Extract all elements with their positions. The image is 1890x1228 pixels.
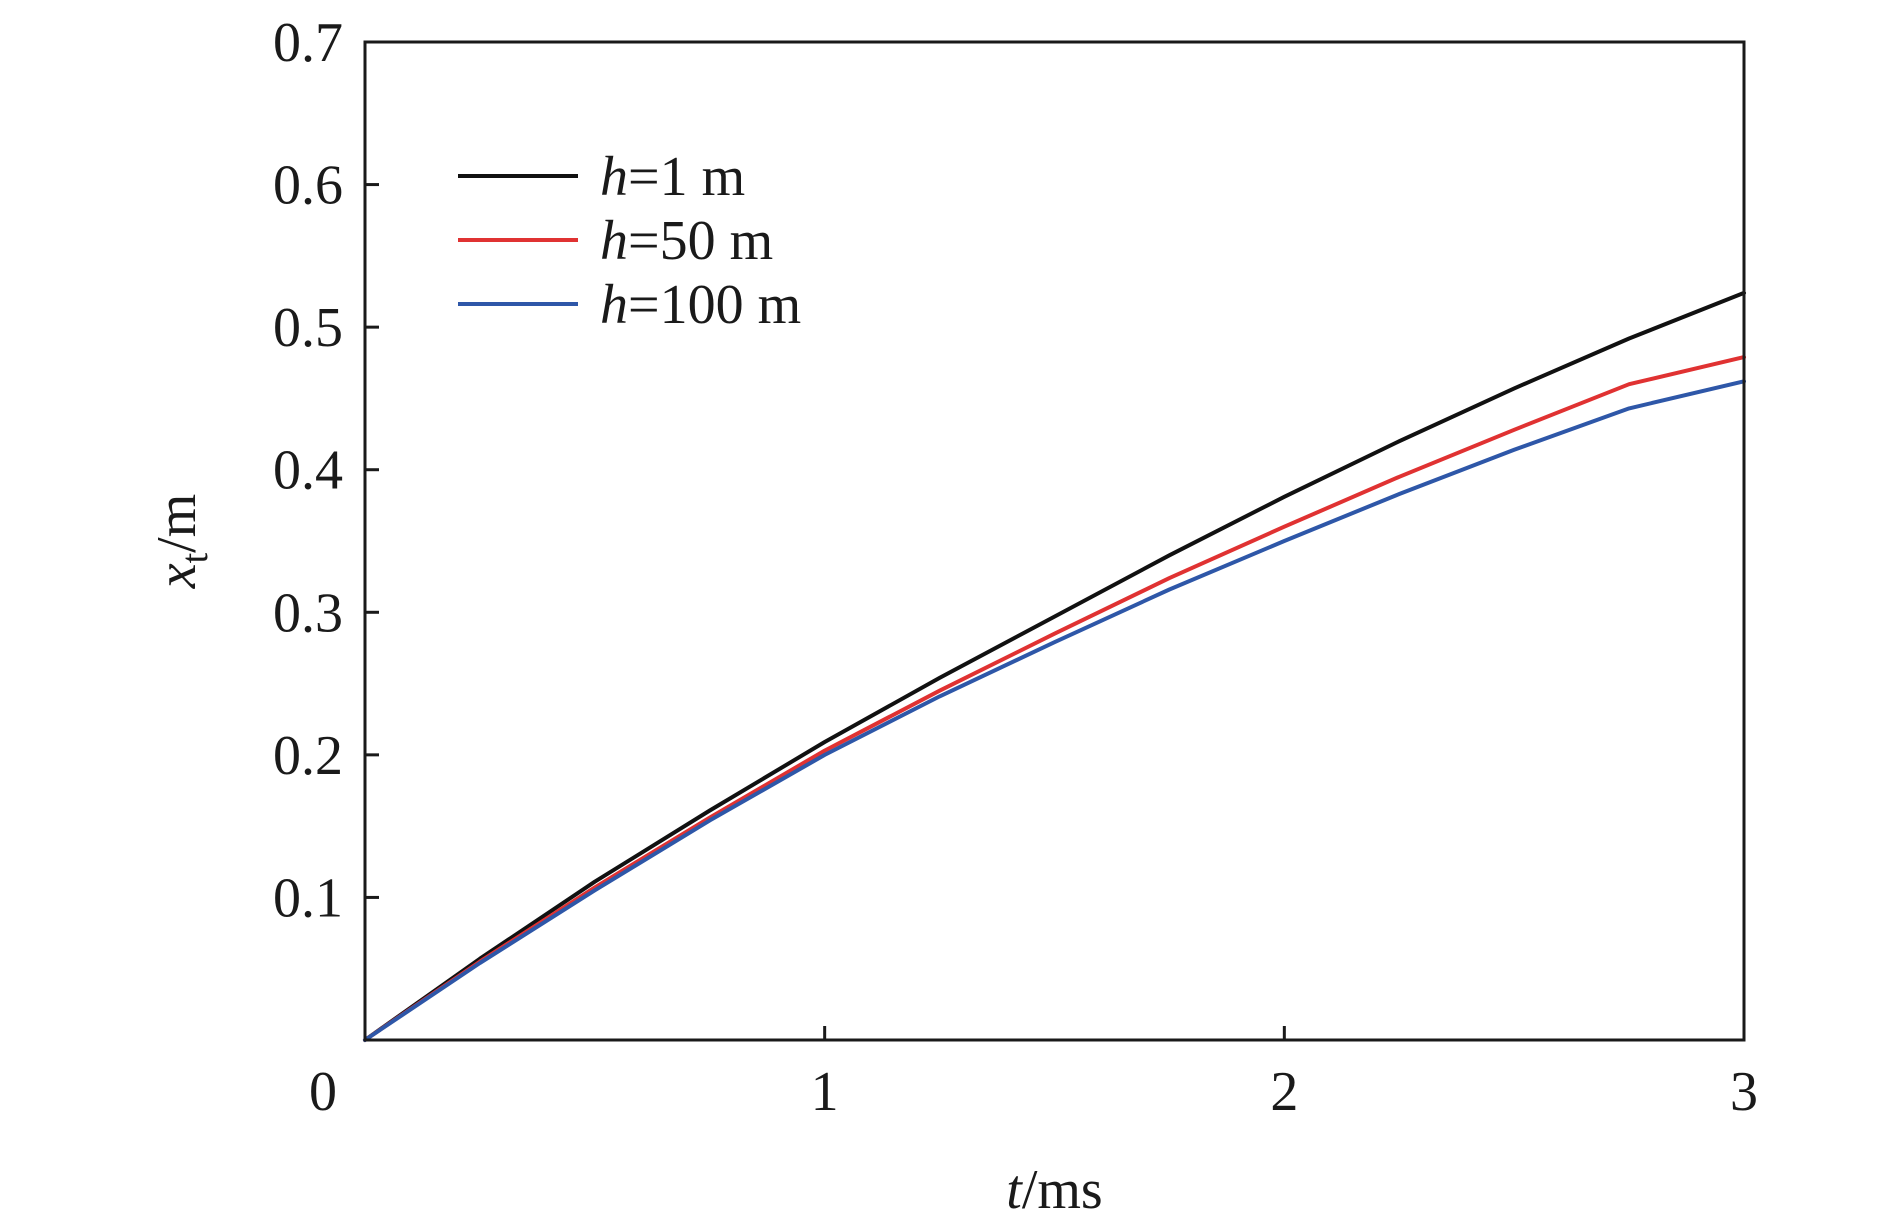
- x-axis-unit: /ms: [1022, 1159, 1103, 1221]
- y-tick-label: 0.4: [273, 440, 343, 502]
- y-axis-unit: /m: [146, 494, 208, 553]
- y-axis-sub: t: [174, 552, 216, 563]
- ticks-layer: [365, 183, 1286, 1040]
- legend-label-1: h=1 m: [600, 146, 745, 208]
- legend-label-3: h=100 m: [600, 274, 801, 336]
- y-tick-label: 0.6: [273, 155, 343, 217]
- x-axis-var: t: [1006, 1159, 1023, 1221]
- plot-frame: [363, 40, 1746, 1042]
- y-tick-label: 0.2: [273, 725, 343, 787]
- series-line-3: [363, 379, 1746, 1042]
- y-tick-label: 0.1: [273, 867, 343, 929]
- series-line-1: [363, 290, 1746, 1042]
- legend: h=1 mh=50 mh=100 m: [458, 146, 801, 336]
- legend-label-2: h=50 m: [600, 210, 773, 272]
- x-tick-label: 3: [1730, 1061, 1758, 1123]
- x-tick-label: 0: [309, 1061, 337, 1123]
- x-tick-label: 2: [1270, 1061, 1298, 1123]
- y-tick-label: 0.5: [273, 297, 343, 359]
- y-axis-var: x: [146, 563, 208, 589]
- x-tick-label: 1: [811, 1061, 839, 1123]
- series-layer: [363, 290, 1746, 1042]
- y-tick-label: 0.7: [273, 12, 343, 74]
- x-axis-label: t/ms: [1006, 1159, 1102, 1221]
- series-line-2: [363, 355, 1746, 1042]
- y-tick-label: 0.3: [273, 582, 343, 644]
- y-axis-label: xt/m: [146, 494, 216, 590]
